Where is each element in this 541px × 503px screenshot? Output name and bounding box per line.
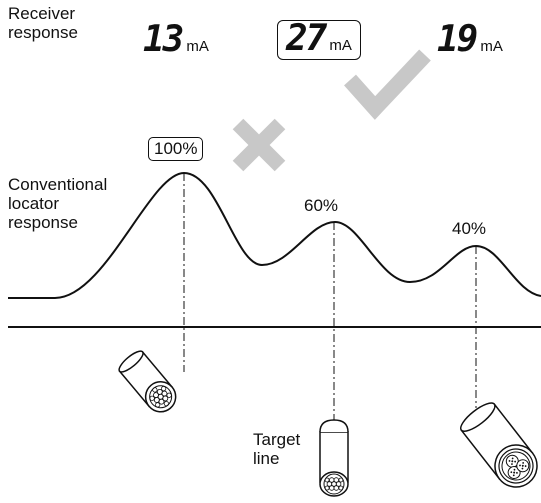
reading-unit: mA — [186, 38, 209, 55]
peak-label-1: 100% — [148, 137, 204, 161]
reading-value: 19 — [437, 19, 478, 60]
response-curve — [8, 171, 541, 299]
reading-unit: mA — [480, 38, 503, 55]
receiver-reading-3: 19 mA — [437, 22, 503, 58]
multi-strand-cable-icon — [118, 350, 177, 413]
three-core-cable-icon — [459, 402, 538, 488]
check-icon — [344, 49, 431, 120]
target-cable-icon — [319, 419, 349, 497]
locator-response-label: Conventional locator response — [8, 175, 108, 232]
receiver-response-label: Receiver response — [8, 4, 78, 42]
receiver-reading-2: 27 mA — [277, 20, 361, 60]
reading-unit: mA — [329, 37, 352, 54]
peak-label-2: 60% — [304, 196, 339, 215]
receiver-reading-1: 13 mA — [143, 22, 209, 58]
cross-icon — [232, 118, 286, 172]
target-line-label: Target line — [253, 430, 301, 468]
peak-label-3: 40% — [452, 219, 487, 238]
reading-value: 27 — [286, 18, 327, 59]
reading-value: 13 — [143, 19, 184, 60]
